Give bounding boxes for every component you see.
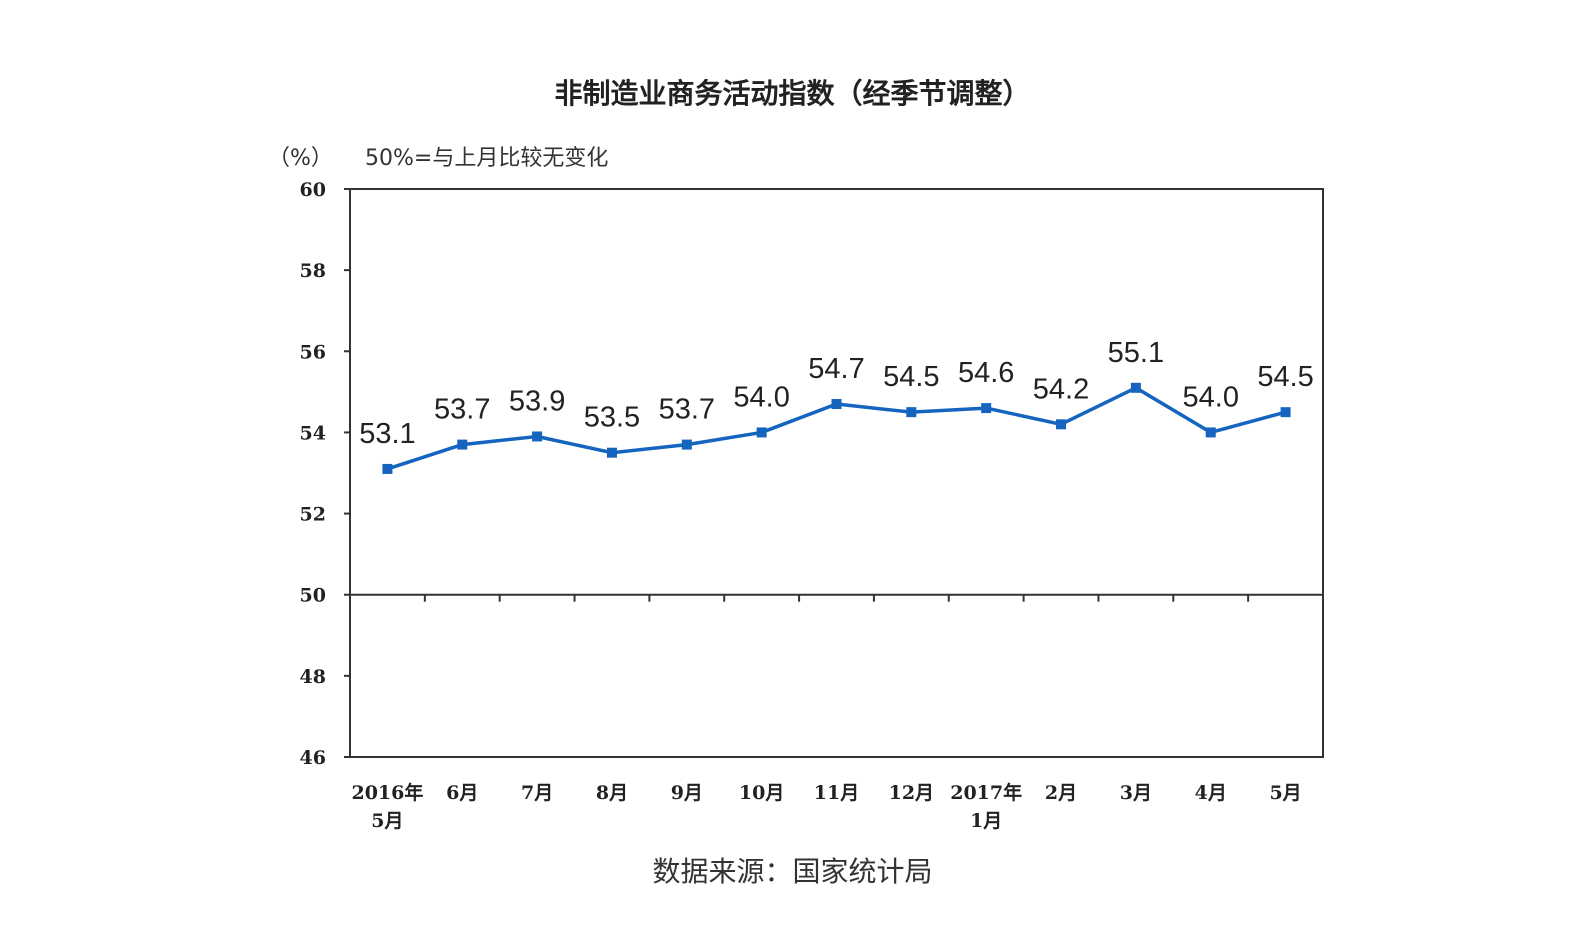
- data-point: [532, 431, 543, 442]
- data-point: [756, 427, 767, 438]
- chart-title: 非制造业商务活动指数（经季节调整）: [554, 77, 1031, 110]
- data-label: 55.1: [1108, 337, 1164, 369]
- x-tick-label: 4月: [1195, 782, 1227, 804]
- data-label: 54.2: [1033, 373, 1089, 405]
- reference-note: 50%=与上月比较无变化: [365, 146, 609, 171]
- x-tick-label: 2月: [1045, 782, 1077, 804]
- data-label: 53.1: [359, 418, 415, 450]
- x-tick-label: 12月: [889, 782, 934, 804]
- x-tick-label: 2017年: [950, 781, 1022, 804]
- data-label: 54.7: [808, 353, 864, 385]
- y-tick-label: 54: [300, 422, 326, 444]
- y-tick-label: 52: [300, 504, 326, 526]
- y-axis: 60 58 56 54 52 50 48 46: [300, 179, 350, 769]
- plot-border: [349, 188, 1324, 758]
- x-tick-label: 5月: [371, 810, 403, 832]
- x-tick-label: 10月: [739, 782, 784, 804]
- series-markers: [382, 382, 1291, 474]
- data-labels: 53.1 53.7 53.9 53.5 53.7 54.0 54.7 54.5 54.6 54.2…: [359, 337, 1314, 450]
- data-label: 54.5: [1257, 361, 1313, 393]
- data-label: 53.7: [659, 394, 715, 426]
- y-tick-label: 60: [300, 179, 326, 201]
- data-point: [606, 447, 617, 458]
- x-tick-label: 9月: [671, 782, 703, 804]
- y-tick-label: 56: [300, 341, 326, 363]
- data-point: [1205, 427, 1216, 438]
- data-point: [981, 403, 992, 414]
- x-tick-label: 6月: [446, 782, 478, 804]
- plot-frame: [349, 188, 1324, 758]
- data-label: 54.0: [1183, 381, 1239, 413]
- data-source: 数据来源：国家统计局: [652, 855, 933, 888]
- data-point: [906, 407, 917, 418]
- x-axis: 2016年 5月 6月 7月 8月 9月 10月 11月 12月 2017年 1月 2月 3月 4月 5月: [351, 781, 1301, 832]
- x-tick-label: 2016年: [351, 781, 423, 804]
- y-tick-label: 46: [300, 747, 326, 769]
- data-point: [457, 439, 468, 450]
- data-point: [1130, 382, 1141, 393]
- x-tick-label: 3月: [1120, 782, 1152, 804]
- data-label: 53.7: [434, 394, 490, 426]
- data-point: [831, 399, 842, 410]
- y-tick-label: 48: [300, 666, 326, 688]
- x-tick-label: 11月: [814, 782, 859, 804]
- x-tick-label: 5月: [1269, 782, 1301, 804]
- data-label: 54.0: [733, 381, 789, 413]
- data-point: [1056, 419, 1067, 430]
- data-point: [382, 463, 393, 474]
- x-tick-label: 1月: [970, 810, 1002, 832]
- data-label: 53.9: [509, 385, 565, 417]
- y-tick-label: 50: [300, 585, 326, 607]
- data-label: 54.6: [958, 357, 1014, 389]
- y-tick-label: 58: [300, 260, 326, 282]
- x-tick-label: 8月: [596, 782, 628, 804]
- x-tick-label: 7月: [521, 782, 553, 804]
- y-axis-unit: （%）: [268, 146, 333, 171]
- data-label: 54.5: [883, 361, 939, 393]
- data-point: [681, 439, 692, 450]
- data-label: 53.5: [584, 402, 640, 434]
- data-point: [1280, 407, 1291, 418]
